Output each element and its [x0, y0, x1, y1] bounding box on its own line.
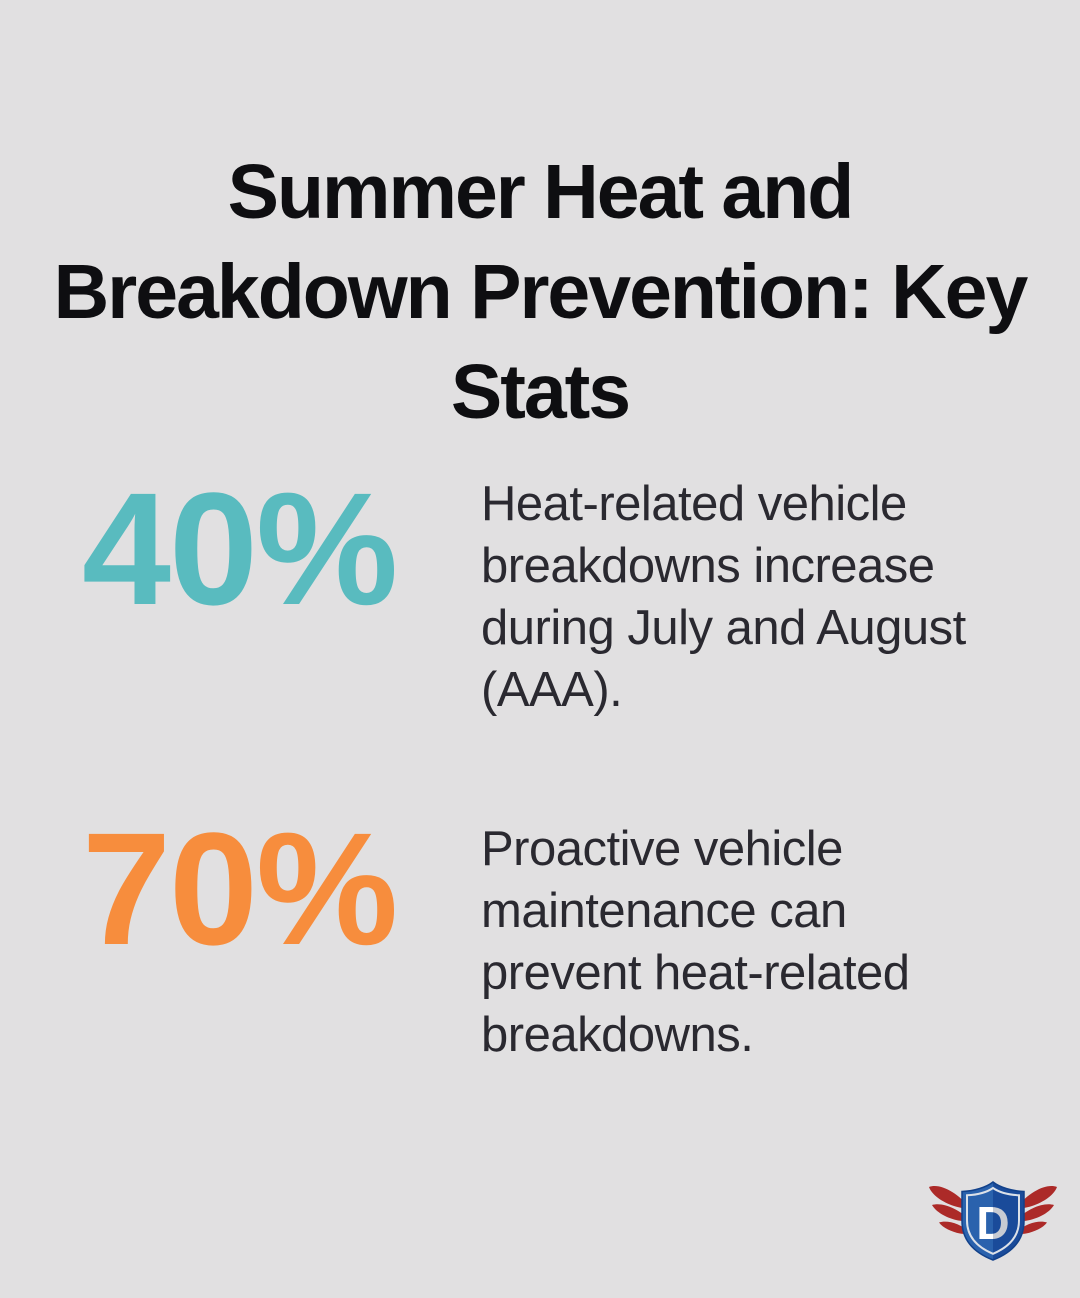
logo-letter: D — [976, 1197, 1009, 1249]
stat-value-40: 40% — [82, 459, 398, 638]
stat-value-70: 70% — [82, 799, 398, 978]
brand-logo: D — [929, 1181, 1057, 1261]
stat-description-40: Heat-related vehicle breakdowns increase… — [481, 477, 966, 717]
page-title: Summer Heat and Breakdown Prevention: Ke… — [53, 148, 1029, 435]
shield-icon: D — [961, 1181, 1025, 1261]
stat-description-70: Proactive vehicle maintenance can preven… — [481, 822, 910, 1062]
